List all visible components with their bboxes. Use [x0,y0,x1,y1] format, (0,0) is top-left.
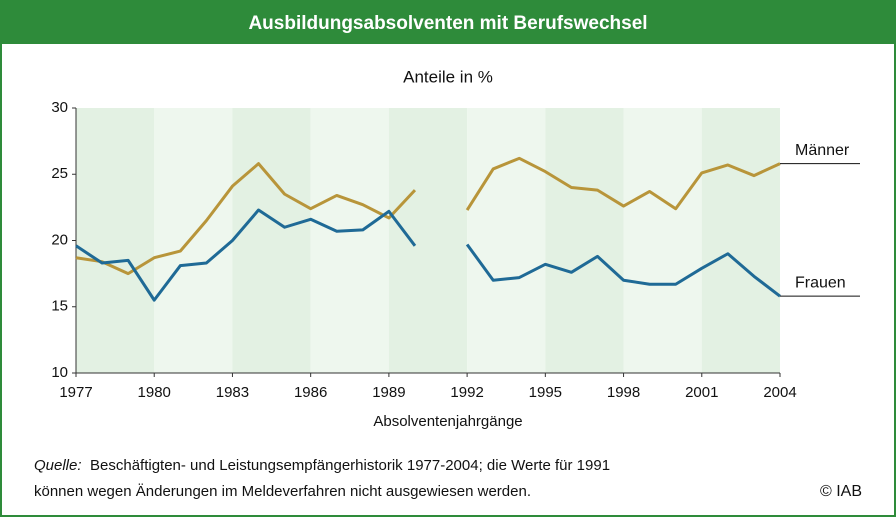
x-tick-label: 1998 [607,384,640,401]
source-label: Quelle: [34,457,82,474]
legend-label: Frauen [795,274,846,291]
x-tick-label: 1983 [216,384,249,401]
x-tick-label: 1977 [59,384,92,401]
x-axis-label: Absolventenjahrgänge [373,413,522,430]
y-tick-label: 15 [51,298,68,315]
line-series [75,208,781,302]
y-tick-label: 30 [51,99,68,116]
x-tick-label: 1992 [450,384,483,401]
x-tick-label: 1986 [294,384,327,401]
y-tick-label: 20 [51,231,68,248]
band [701,108,780,373]
x-tick-label: 1980 [138,384,171,401]
legend-label: Männer [795,142,850,159]
x-tick-label: 2001 [685,384,718,401]
band [76,108,155,373]
line-series [75,156,781,276]
band [232,108,311,373]
chart-title: Ausbildungsabsolventen mit Berufswechsel [248,13,647,34]
copyright: © IAB [820,483,862,500]
x-tick-label: 1989 [372,384,405,401]
band [388,108,468,373]
band [467,108,546,373]
band [623,108,702,373]
band [310,108,389,373]
band [545,108,624,373]
source-line: Beschäftigten- und Leistungsempfängerhis… [90,457,610,474]
header [0,0,896,44]
band [154,108,233,373]
subtitle: Anteile in % [403,67,493,86]
x-tick-label: 2004 [763,384,796,401]
source-line: können wegen Änderungen im Meldeverfahre… [34,483,531,500]
x-tick-label: 1995 [529,384,562,401]
y-tick-label: 10 [51,364,68,381]
y-tick-label: 25 [51,165,68,182]
